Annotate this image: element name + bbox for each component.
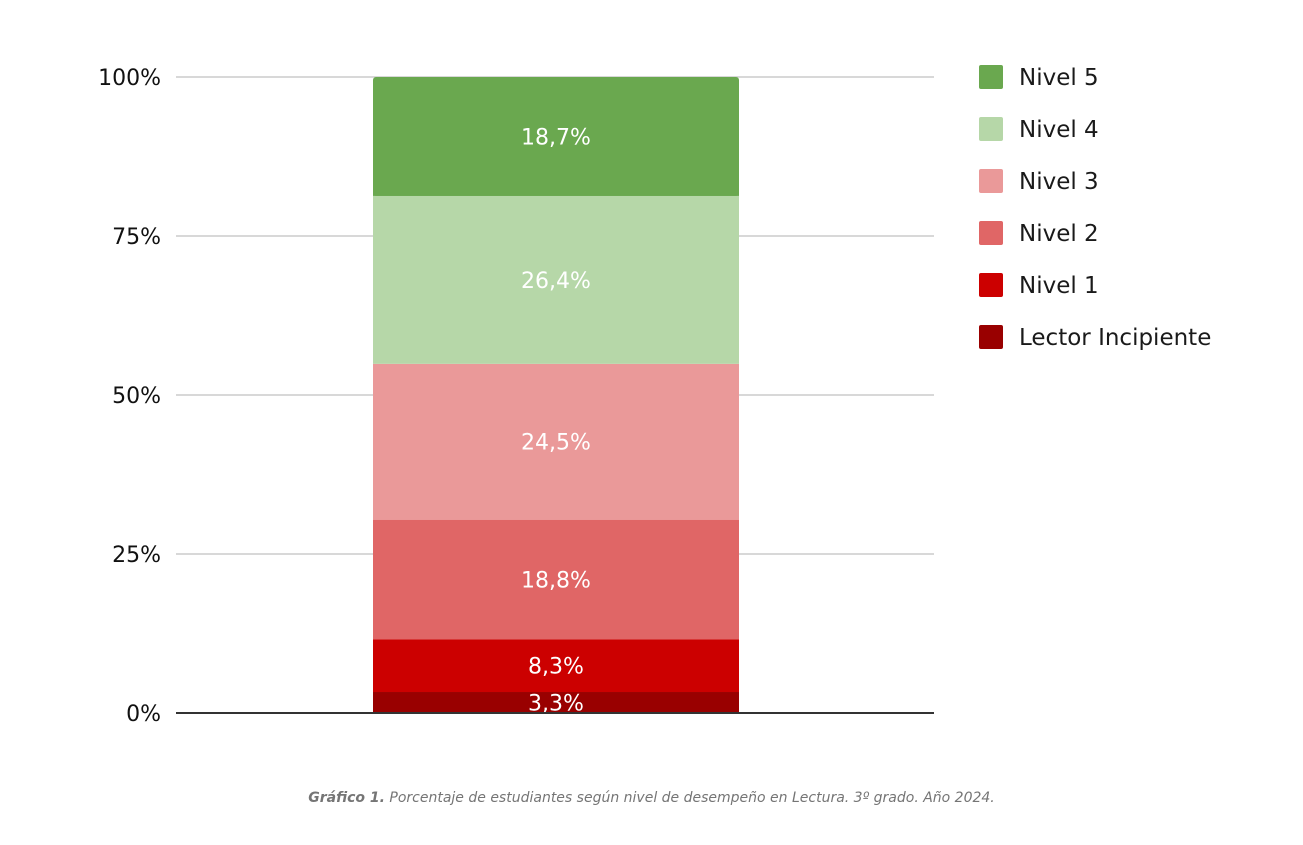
legend-swatch xyxy=(979,221,1003,245)
legend-label: Nivel 5 xyxy=(1019,65,1099,91)
segment-data-label: 26,4% xyxy=(521,269,591,294)
legend: Nivel 5 Nivel 4 Nivel 3 Nivel 2 Nivel 1 Lecto… xyxy=(979,65,1211,351)
segment-labels: 3,3%8,3%18,8%24,5%26,4%18,7% xyxy=(521,125,591,716)
figure-caption: Gráfico 1. Porcentaje de estudiantes seg… xyxy=(0,790,1303,806)
segment-data-label: 18,8% xyxy=(521,568,591,593)
y-tick-label: 100% xyxy=(98,66,161,91)
legend-swatch xyxy=(979,325,1003,349)
legend-label: Nivel 2 xyxy=(1019,221,1099,247)
legend-swatch xyxy=(979,65,1003,89)
legend-swatch xyxy=(979,273,1003,297)
y-tick-label: 75% xyxy=(112,225,161,250)
segment-data-label: 24,5% xyxy=(521,431,591,456)
bar-segment-fill xyxy=(373,82,739,196)
caption-prefix: Gráfico 1. xyxy=(308,790,385,806)
y-tick-label: 25% xyxy=(112,543,161,568)
bar-segment xyxy=(373,363,739,520)
segment-data-label: 18,7% xyxy=(521,125,591,150)
bar-segment xyxy=(373,639,739,693)
legend-label: Lector Incipiente xyxy=(1019,325,1211,351)
bar-segment xyxy=(373,692,739,713)
bar-segment xyxy=(373,195,739,364)
bar-segment xyxy=(373,519,739,640)
bar-segments xyxy=(373,77,739,713)
caption-text: Porcentaje de estudiantes según nivel de… xyxy=(384,790,995,806)
legend-label: Nivel 4 xyxy=(1019,117,1099,143)
segment-data-label: 8,3% xyxy=(528,655,584,680)
y-axis-ticks: 0% 25% 50% 75% 100% xyxy=(98,66,161,727)
legend-swatch xyxy=(979,117,1003,141)
y-tick-label: 0% xyxy=(126,702,161,727)
legend-label: Nivel 1 xyxy=(1019,273,1099,299)
stacked-bar-chart: 0%25%50%75%100% 3,3%8,3%18,8%24,5%26,4%1… xyxy=(98,65,1211,727)
legend-swatch xyxy=(979,169,1003,193)
y-tick-label: 50% xyxy=(112,384,161,409)
legend-label: Nivel 3 xyxy=(1019,169,1099,195)
